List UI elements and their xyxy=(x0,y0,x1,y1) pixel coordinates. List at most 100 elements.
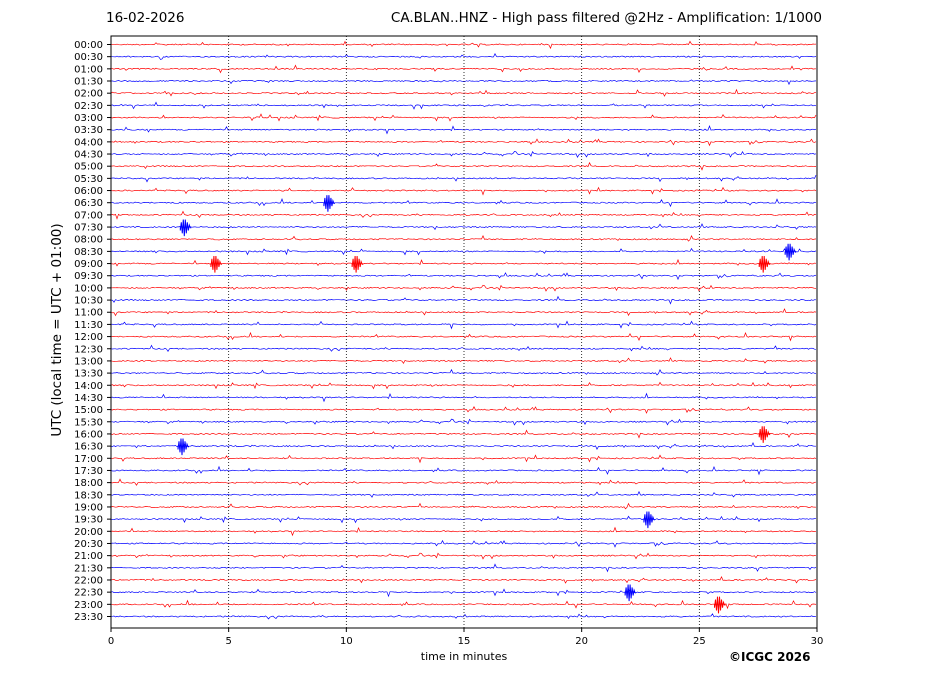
trace-15:30 xyxy=(111,418,817,426)
y-tick-label-05:00: 05:00 xyxy=(74,162,103,173)
trace-08:30 xyxy=(110,247,817,256)
x-tick-label-20: 20 xyxy=(575,636,588,647)
y-tick-label-01:30: 01:30 xyxy=(74,77,103,88)
trace-16:00 xyxy=(110,429,817,439)
y-tick-label-21:00: 21:00 xyxy=(74,551,103,562)
event-23:00-25.9 xyxy=(714,596,726,614)
y-tick-label-10:30: 10:30 xyxy=(74,296,103,307)
trace-04:30 xyxy=(110,150,817,158)
trace-18:30 xyxy=(110,490,817,498)
trace-23:00 xyxy=(111,599,817,610)
chart-title: CA.BLAN..HNZ - High pass filtered @2Hz -… xyxy=(390,10,822,26)
trace-10:00 xyxy=(110,284,817,292)
y-tick-label-20:30: 20:30 xyxy=(74,539,103,550)
event-16:30-3.1 xyxy=(177,438,190,456)
event-09:00-27.8 xyxy=(758,255,771,273)
grid-layer xyxy=(228,36,700,628)
trace-04:00 xyxy=(110,138,817,147)
y-tick-label-19:30: 19:30 xyxy=(74,515,103,526)
y-tick-label-23:30: 23:30 xyxy=(74,612,103,623)
trace-20:30 xyxy=(110,539,817,548)
y-tick-label-00:00: 00:00 xyxy=(74,40,103,51)
trace-23:30 xyxy=(110,613,817,620)
trace-00:00 xyxy=(110,40,817,50)
y-tick-label-18:00: 18:00 xyxy=(74,478,103,489)
trace-06:30 xyxy=(110,197,817,208)
x-axis-label: time in minutes xyxy=(420,650,508,663)
y-tick-label-02:30: 02:30 xyxy=(74,101,103,112)
trace-08:00 xyxy=(110,234,817,242)
y-tick-label-04:00: 04:00 xyxy=(74,137,103,148)
y-tick-label-10:00: 10:00 xyxy=(74,283,103,294)
event-22:30-22.1 xyxy=(624,584,637,602)
date-label: 16-02-2026 xyxy=(106,10,185,26)
trace-12:00 xyxy=(110,331,817,342)
y-tick-label-01:00: 01:00 xyxy=(74,64,103,75)
event-06:30-9.3 xyxy=(323,195,335,212)
trace-16:30 xyxy=(110,442,816,450)
event-08:30-28.9 xyxy=(784,243,797,261)
y-tick-label-08:30: 08:30 xyxy=(74,247,103,258)
y-tick-label-03:30: 03:30 xyxy=(74,125,103,136)
y-tick-label-22:30: 22:30 xyxy=(74,588,103,599)
y-tick-label-13:30: 13:30 xyxy=(74,369,103,380)
trace-09:00 xyxy=(110,258,817,269)
trace-13:30 xyxy=(110,368,817,376)
trace-19:00 xyxy=(110,502,817,510)
y-tick-label-22:00: 22:00 xyxy=(74,575,103,586)
trace-15:00 xyxy=(110,406,817,414)
event-07:30-3.2 xyxy=(179,219,192,237)
x-tick-label-15: 15 xyxy=(458,636,471,647)
y-tick-label-21:30: 21:30 xyxy=(74,563,103,574)
y-tick-label-20:00: 20:00 xyxy=(74,527,103,538)
trace-11:00 xyxy=(110,308,817,317)
y-tick-label-14:00: 14:00 xyxy=(74,381,103,392)
trace-22:00 xyxy=(110,575,817,584)
trace-10:30 xyxy=(110,295,817,305)
y-tick-label-17:00: 17:00 xyxy=(74,454,103,465)
y-tick-label-03:00: 03:00 xyxy=(74,113,103,124)
traces-layer xyxy=(110,40,817,620)
y-tick-label-12:30: 12:30 xyxy=(74,344,103,355)
y-tick-label-07:00: 07:00 xyxy=(74,210,103,221)
trace-05:00 xyxy=(110,161,817,171)
trace-20:00 xyxy=(110,526,817,537)
y-tick-label-15:30: 15:30 xyxy=(74,417,103,428)
trace-14:00 xyxy=(110,381,817,390)
copyright-label: ©ICGC 2026 xyxy=(729,650,811,664)
trace-22:30 xyxy=(110,588,817,598)
y-tick-label-13:00: 13:00 xyxy=(74,356,103,367)
plot-frame xyxy=(110,35,818,629)
trace-05:30 xyxy=(110,175,817,183)
y-tick-label-16:00: 16:00 xyxy=(74,429,103,440)
trace-07:30 xyxy=(110,223,817,231)
x-tick-label-30: 30 xyxy=(811,636,824,647)
y-tick-label-12:00: 12:00 xyxy=(74,332,103,343)
y-tick-label-15:00: 15:00 xyxy=(74,405,103,416)
y-tick-label-02:00: 02:00 xyxy=(74,89,103,100)
trace-01:00 xyxy=(110,64,817,74)
trace-01:30 xyxy=(111,79,817,86)
trace-02:00 xyxy=(110,88,817,97)
y-tick-label-23:00: 23:00 xyxy=(74,600,103,611)
y-tick-label-00:30: 00:30 xyxy=(74,52,103,63)
trace-18:00 xyxy=(110,478,817,486)
trace-12:30 xyxy=(110,344,817,352)
trace-06:00 xyxy=(110,186,817,196)
trace-02:30 xyxy=(110,101,817,110)
x-tick-label-10: 10 xyxy=(340,636,353,647)
y-tick-label-06:00: 06:00 xyxy=(74,186,103,197)
y-tick-label-06:30: 06:30 xyxy=(74,198,103,209)
event-09:00-4.5 xyxy=(210,255,222,273)
trace-09:30 xyxy=(110,272,817,281)
trace-17:00 xyxy=(110,454,817,464)
trace-00:30 xyxy=(111,53,817,60)
trace-13:00 xyxy=(110,357,817,364)
trace-03:30 xyxy=(110,124,817,135)
trace-21:00 xyxy=(110,552,817,560)
x-tick-label-0: 0 xyxy=(108,636,114,647)
y-tick-label-18:30: 18:30 xyxy=(74,490,103,501)
trace-07:00 xyxy=(110,210,817,220)
